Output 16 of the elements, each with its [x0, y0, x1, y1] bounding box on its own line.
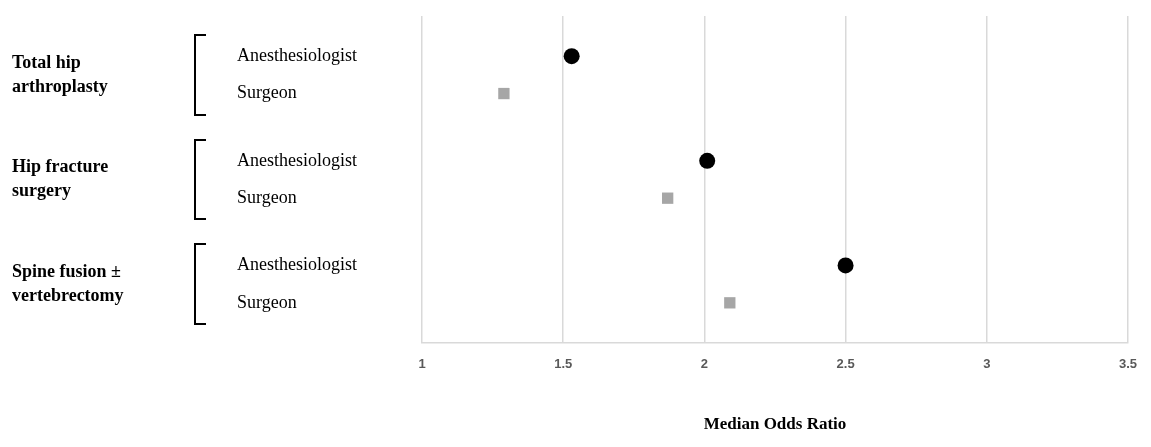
x-tick-label: 3 [983, 356, 991, 372]
y-tick-label: Anesthesiologist [237, 44, 357, 65]
text: Spine fusion ± vertebrectomy [12, 260, 124, 305]
x-tick-label: 3.5 [1118, 356, 1137, 372]
x-tick-label: 2 [700, 356, 708, 372]
y-tick-label: Anesthesiologist [237, 254, 357, 275]
x-axis-title: Median Odds Ratio [703, 414, 847, 434]
y-tick-label: Surgeon [237, 291, 297, 312]
y-tick-label: Surgeon [237, 186, 297, 207]
x-tick-label: 2.5 [836, 356, 855, 372]
text: Total hip arthroplasty [12, 51, 108, 96]
text: Hip fracture surgery [12, 156, 109, 201]
x-tick-label: 1.5 [554, 356, 573, 372]
x-tick-label: 1 [418, 356, 426, 372]
y-tick-label: Surgeon [237, 82, 297, 103]
y-tick-label: Anesthesiologist [237, 149, 357, 170]
